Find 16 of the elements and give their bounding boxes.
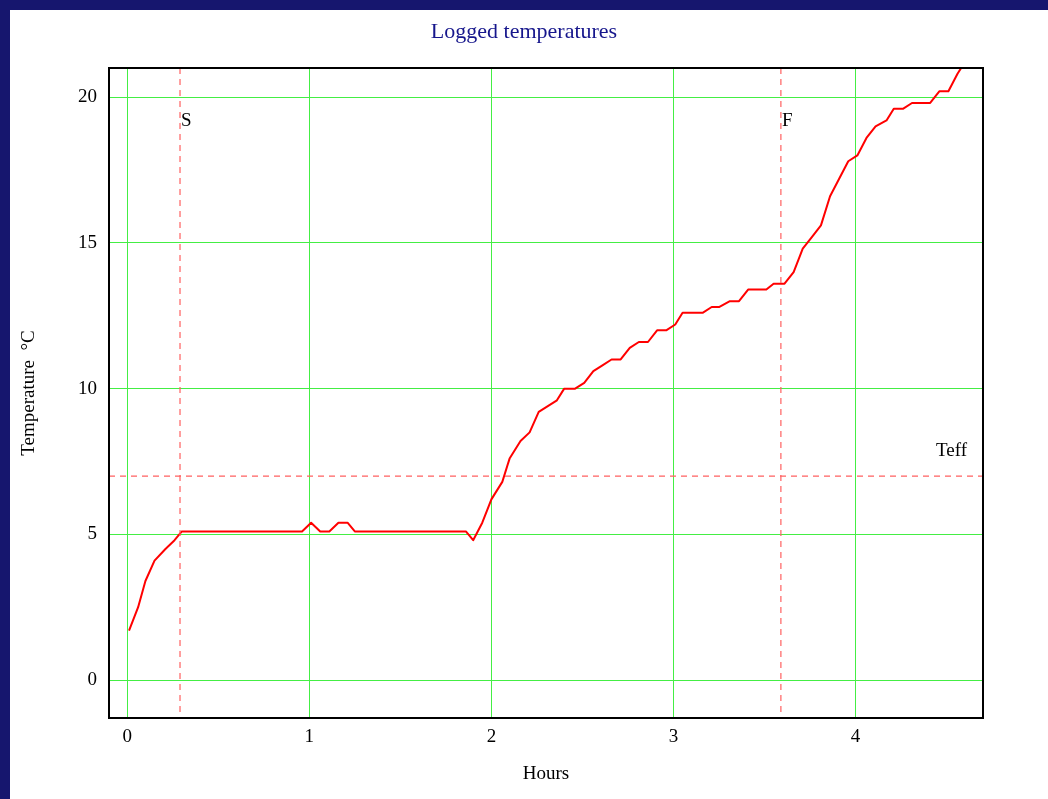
x-tick-label: 3 <box>668 725 679 747</box>
ref-line-label: F <box>781 109 793 131</box>
y-tick-label: 20 <box>78 85 97 107</box>
y-axis-title: Temperature °C <box>17 330 39 456</box>
x-tick-label: 4 <box>850 725 861 747</box>
x-axis-title: Hours <box>522 761 570 783</box>
x-tick-label: 0 <box>122 725 132 747</box>
y-tick-label: 10 <box>78 376 97 398</box>
y-tick-label: 15 <box>78 230 97 252</box>
ref-line-label: S <box>181 109 192 131</box>
y-tick-label: 5 <box>87 522 97 544</box>
x-tick-label: 1 <box>304 725 315 747</box>
chart-title: Logged temperatures <box>429 18 619 44</box>
ref-line-label: Teff <box>935 438 968 460</box>
x-tick-label: 2 <box>486 725 497 747</box>
y-tick-label: 0 <box>87 668 97 690</box>
